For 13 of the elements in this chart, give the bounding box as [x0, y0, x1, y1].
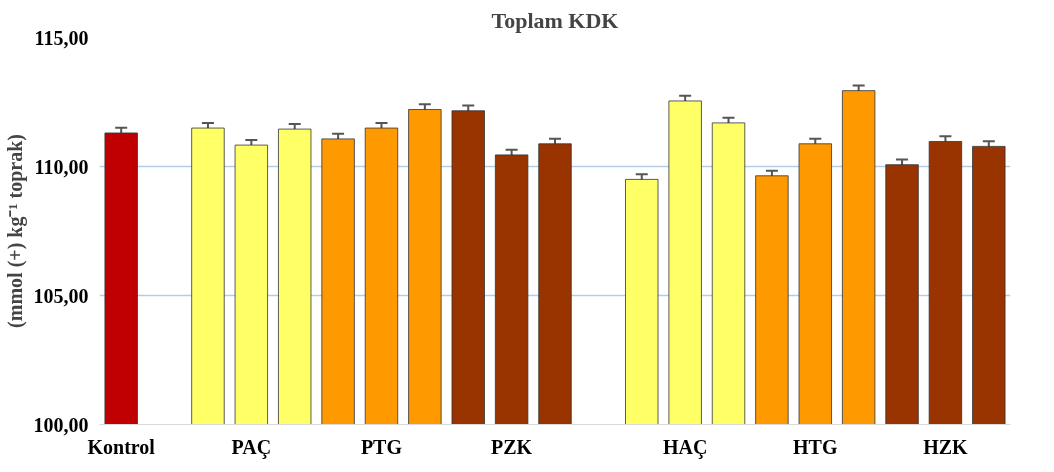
x-tick-label: HTG: [793, 435, 838, 458]
x-tick-label: HZK: [923, 435, 969, 458]
x-tick-label: PTG: [360, 435, 403, 458]
y-tick-label: 115,00: [34, 26, 89, 49]
y-tick-label: 105,00: [33, 284, 89, 307]
x-tick-label: Kontrol: [87, 435, 156, 458]
x-tick-label: HAÇ: [662, 435, 708, 459]
y-axis-title: (mmol (+) kg⁻¹ toprak): [3, 134, 27, 328]
chart-title: Toplam KDK: [491, 7, 619, 33]
y-tick-label: 110,00: [34, 155, 89, 178]
y-tick-label: 100,00: [33, 413, 89, 436]
x-tick-label: PAÇ: [231, 435, 272, 459]
x-tick-label: PZK: [491, 435, 533, 458]
